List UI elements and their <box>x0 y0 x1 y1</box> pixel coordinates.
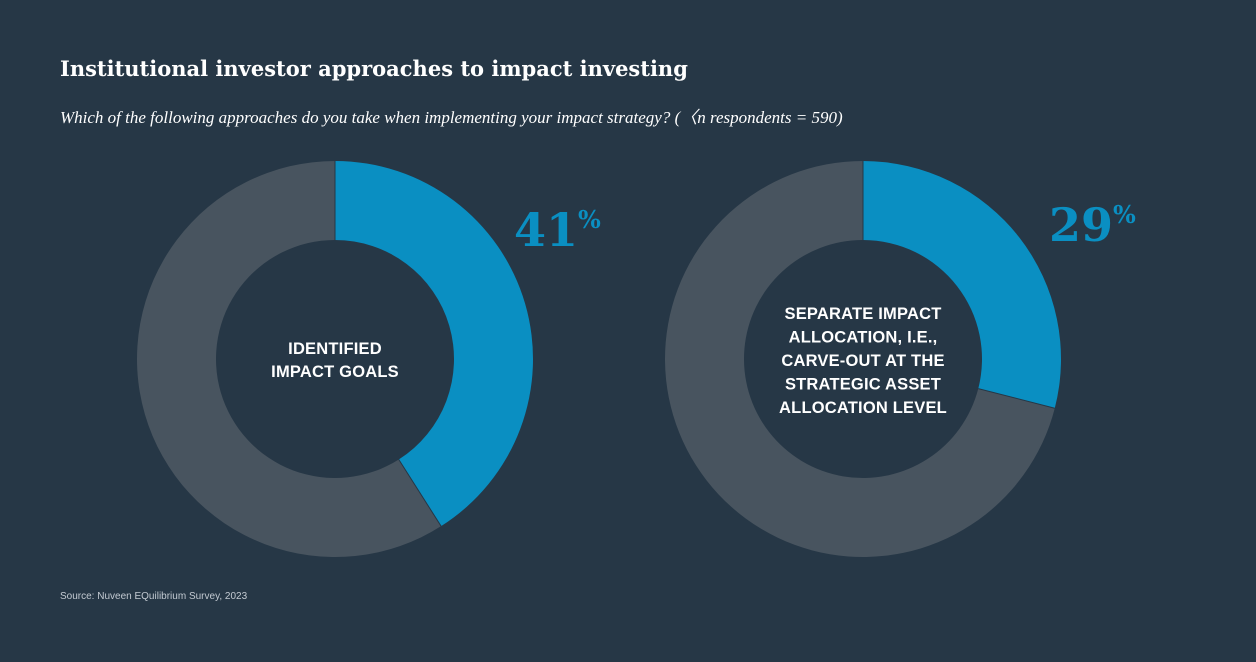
donut-slice-divider <box>398 459 442 527</box>
percentage-label: 41% <box>514 203 601 257</box>
source-note: Source: Nuveen EQuilibrium Survey, 2023 <box>60 591 248 602</box>
chart-subtitle: Which of the following approaches do you… <box>60 108 843 127</box>
donut-center-label-line: CARVE-OUT AT THE <box>781 352 944 370</box>
donut-chart-identified-impact-goals: 41% IDENTIFIED IMPACT GOALS <box>136 161 601 557</box>
percentage-label: 29% <box>1049 198 1136 252</box>
chart-title: Institutional investor approaches to imp… <box>60 56 688 81</box>
donut-slice-highlight <box>863 161 1061 409</box>
donut-center-label-line: STRATEGIC ASSET <box>785 376 941 394</box>
donut-center-label-line: ALLOCATION LEVEL <box>779 399 947 417</box>
donut-chart-separate-impact-allocation: 29% SEPARATE IMPACT ALLOCATION, I.E., CARVE… <box>665 161 1136 557</box>
donut-slice-highlight <box>335 161 533 527</box>
donut-center-label-line: IMPACT GOALS <box>271 363 399 381</box>
donut-center-label-line: IDENTIFIED <box>288 340 382 358</box>
donut-slice-remainder <box>136 161 442 557</box>
donut-slice-remainder <box>665 161 1055 557</box>
donut-slice-divider <box>978 388 1055 409</box>
donut-center-label-line: ALLOCATION, I.E., <box>789 329 938 347</box>
donut-center-label-line: SEPARATE IMPACT <box>784 305 941 323</box>
